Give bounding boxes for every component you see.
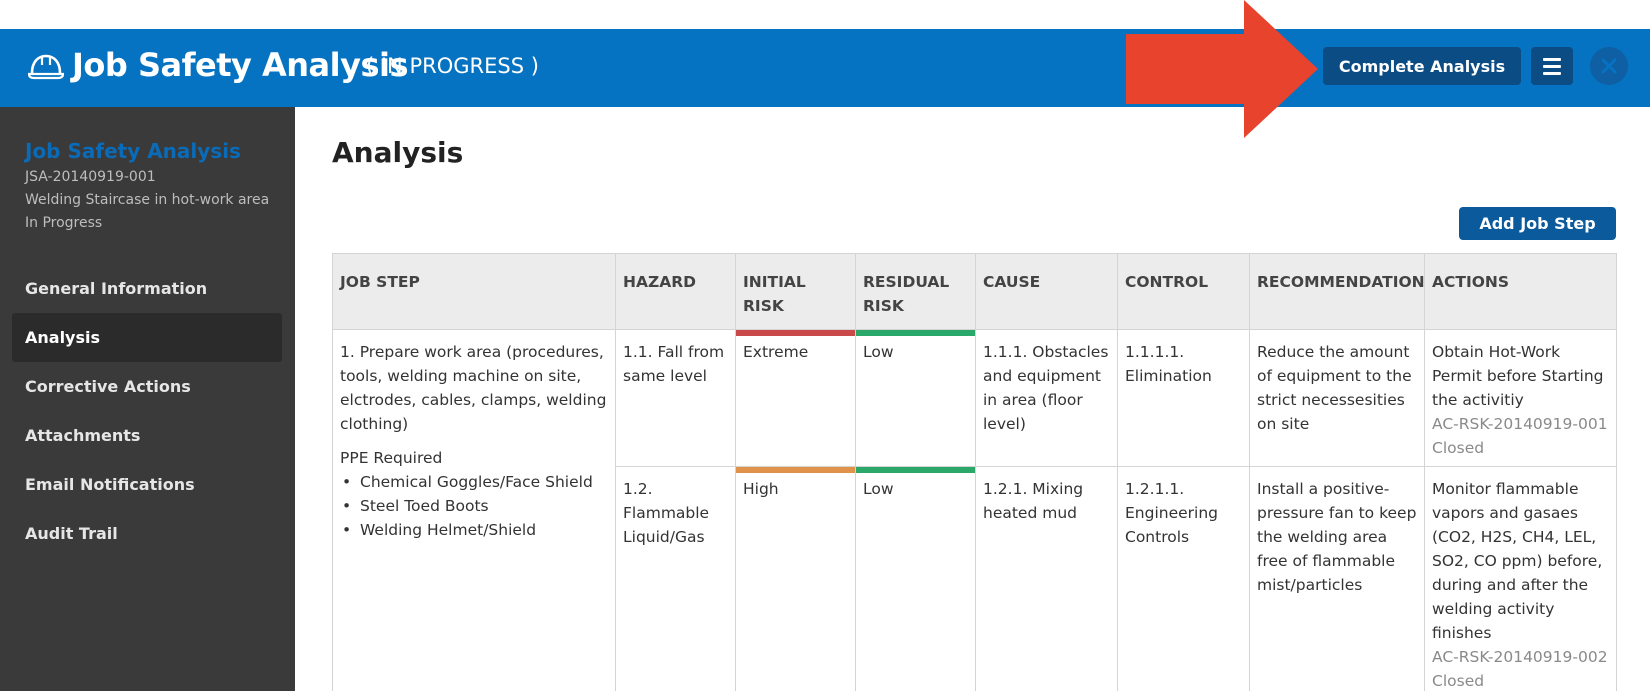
hazard-cell[interactable]: 1.1. Fall from same level xyxy=(615,329,736,467)
actions-cell[interactable]: Obtain Hot-Work Permit before Starting t… xyxy=(1424,329,1617,467)
column-header-residual-risk[interactable]: RESIDUAL RISK xyxy=(855,253,976,330)
sidebar-nav: General Information Analysis Corrective … xyxy=(12,264,282,558)
sidebar-item-audit-trail[interactable]: Audit Trail xyxy=(25,524,118,543)
column-header-recommendation[interactable]: RECOMMENDATION xyxy=(1249,253,1425,330)
app-header: Job Safety Analysis ( IN PROGRESS ) Comp… xyxy=(0,29,1650,107)
table-row: 1.2. Flammable Liquid/Gas High Low 1.2.1… xyxy=(333,466,1617,691)
column-header-control[interactable]: CONTROL xyxy=(1117,253,1250,330)
sidebar-item-analysis[interactable]: Analysis xyxy=(12,313,282,362)
control-cell[interactable]: 1.2.1.1. Engineering Controls xyxy=(1117,466,1250,691)
initial-risk-cell[interactable]: Extreme xyxy=(735,329,856,467)
residual-risk-indicator xyxy=(856,330,975,336)
column-header-hazard[interactable]: HAZARD xyxy=(615,253,736,330)
jsa-id: JSA-20140919-001 xyxy=(25,169,156,185)
residual-risk-label: Low xyxy=(863,480,894,498)
ppe-list: Chemical Goggles/Face Shield Steel Toed … xyxy=(340,470,608,542)
analysis-status: ( IN PROGRESS ) xyxy=(366,54,539,78)
initial-risk-indicator xyxy=(736,330,855,336)
hamburger-menu-icon[interactable] xyxy=(1531,47,1573,85)
action-status: Closed xyxy=(1432,672,1485,690)
sidebar-item-attachments[interactable]: Attachments xyxy=(25,426,141,445)
initial-risk-cell[interactable]: High xyxy=(735,466,856,691)
job-step-text: 1. Prepare work area (procedures, tools,… xyxy=(340,343,607,433)
ppe-item: Steel Toed Boots xyxy=(340,494,608,518)
annotation-arrow xyxy=(1126,0,1318,138)
app-title: Job Safety Analysis xyxy=(72,46,409,84)
action-id[interactable]: AC-RSK-20140919-001 xyxy=(1432,415,1608,433)
initial-risk-label: High xyxy=(743,480,779,498)
sidebar: Job Safety Analysis JSA-20140919-001 Wel… xyxy=(0,107,295,691)
column-header-cause[interactable]: CAUSE xyxy=(975,253,1118,330)
initial-risk-indicator xyxy=(736,467,855,473)
ppe-item: Chemical Goggles/Face Shield xyxy=(340,470,608,494)
recommendation-cell[interactable]: Reduce the amount of equipment to the st… xyxy=(1249,329,1425,467)
add-job-step-button[interactable]: Add Job Step xyxy=(1459,207,1616,240)
jsa-status: In Progress xyxy=(25,215,103,231)
jsa-description: Welding Staircase in hot-work area xyxy=(25,192,270,208)
sidebar-item-corrective-actions[interactable]: Corrective Actions xyxy=(25,377,191,396)
page-title: Analysis xyxy=(332,136,464,169)
job-step-cell[interactable]: 1. Prepare work area (procedures, tools,… xyxy=(332,329,616,691)
residual-risk-cell[interactable]: Low xyxy=(855,329,976,467)
complete-analysis-button[interactable]: Complete Analysis xyxy=(1323,47,1521,85)
sidebar-title[interactable]: Job Safety Analysis xyxy=(25,139,241,163)
column-header-job-step[interactable]: JOB STEP xyxy=(332,253,616,330)
recommendation-cell[interactable]: Install a positive-pressure fan to keep … xyxy=(1249,466,1425,691)
analysis-table: JOB STEP HAZARD INITIAL RISK RESIDUAL RI… xyxy=(332,253,1617,691)
residual-risk-cell[interactable]: Low xyxy=(855,466,976,691)
sidebar-item-general-information[interactable]: General Information xyxy=(25,279,208,298)
ppe-item: Welding Helmet/Shield xyxy=(340,518,608,542)
column-header-actions[interactable]: ACTIONS xyxy=(1424,253,1617,330)
close-icon[interactable] xyxy=(1590,47,1628,85)
table-row: 1. Prepare work area (procedures, tools,… xyxy=(332,329,1617,691)
column-header-initial-risk[interactable]: INITIAL RISK xyxy=(735,253,856,330)
action-status: Closed xyxy=(1432,439,1485,457)
cause-cell[interactable]: 1.2.1. Mixing heated mud xyxy=(975,466,1118,691)
initial-risk-label: Extreme xyxy=(743,343,809,361)
action-text: Monitor flammable vapors and gasaes (CO2… xyxy=(1432,480,1603,642)
actions-cell[interactable]: Monitor flammable vapors and gasaes (CO2… xyxy=(1424,466,1617,691)
action-id[interactable]: AC-RSK-20140919-002 xyxy=(1432,648,1608,666)
ppe-label: PPE Required xyxy=(340,449,443,467)
table-header-row: JOB STEP HAZARD INITIAL RISK RESIDUAL RI… xyxy=(332,253,1617,330)
cause-cell[interactable]: 1.1.1. Obstacles and equipment in area (… xyxy=(975,329,1118,467)
hard-hat-icon xyxy=(28,54,64,80)
residual-risk-label: Low xyxy=(863,343,894,361)
sidebar-item-email-notifications[interactable]: Email Notifications xyxy=(25,475,195,494)
hazard-cell[interactable]: 1.2. Flammable Liquid/Gas xyxy=(615,466,736,691)
action-text: Obtain Hot-Work Permit before Starting t… xyxy=(1432,343,1604,409)
residual-risk-indicator xyxy=(856,467,975,473)
control-cell[interactable]: 1.1.1.1. Elimination xyxy=(1117,329,1250,467)
